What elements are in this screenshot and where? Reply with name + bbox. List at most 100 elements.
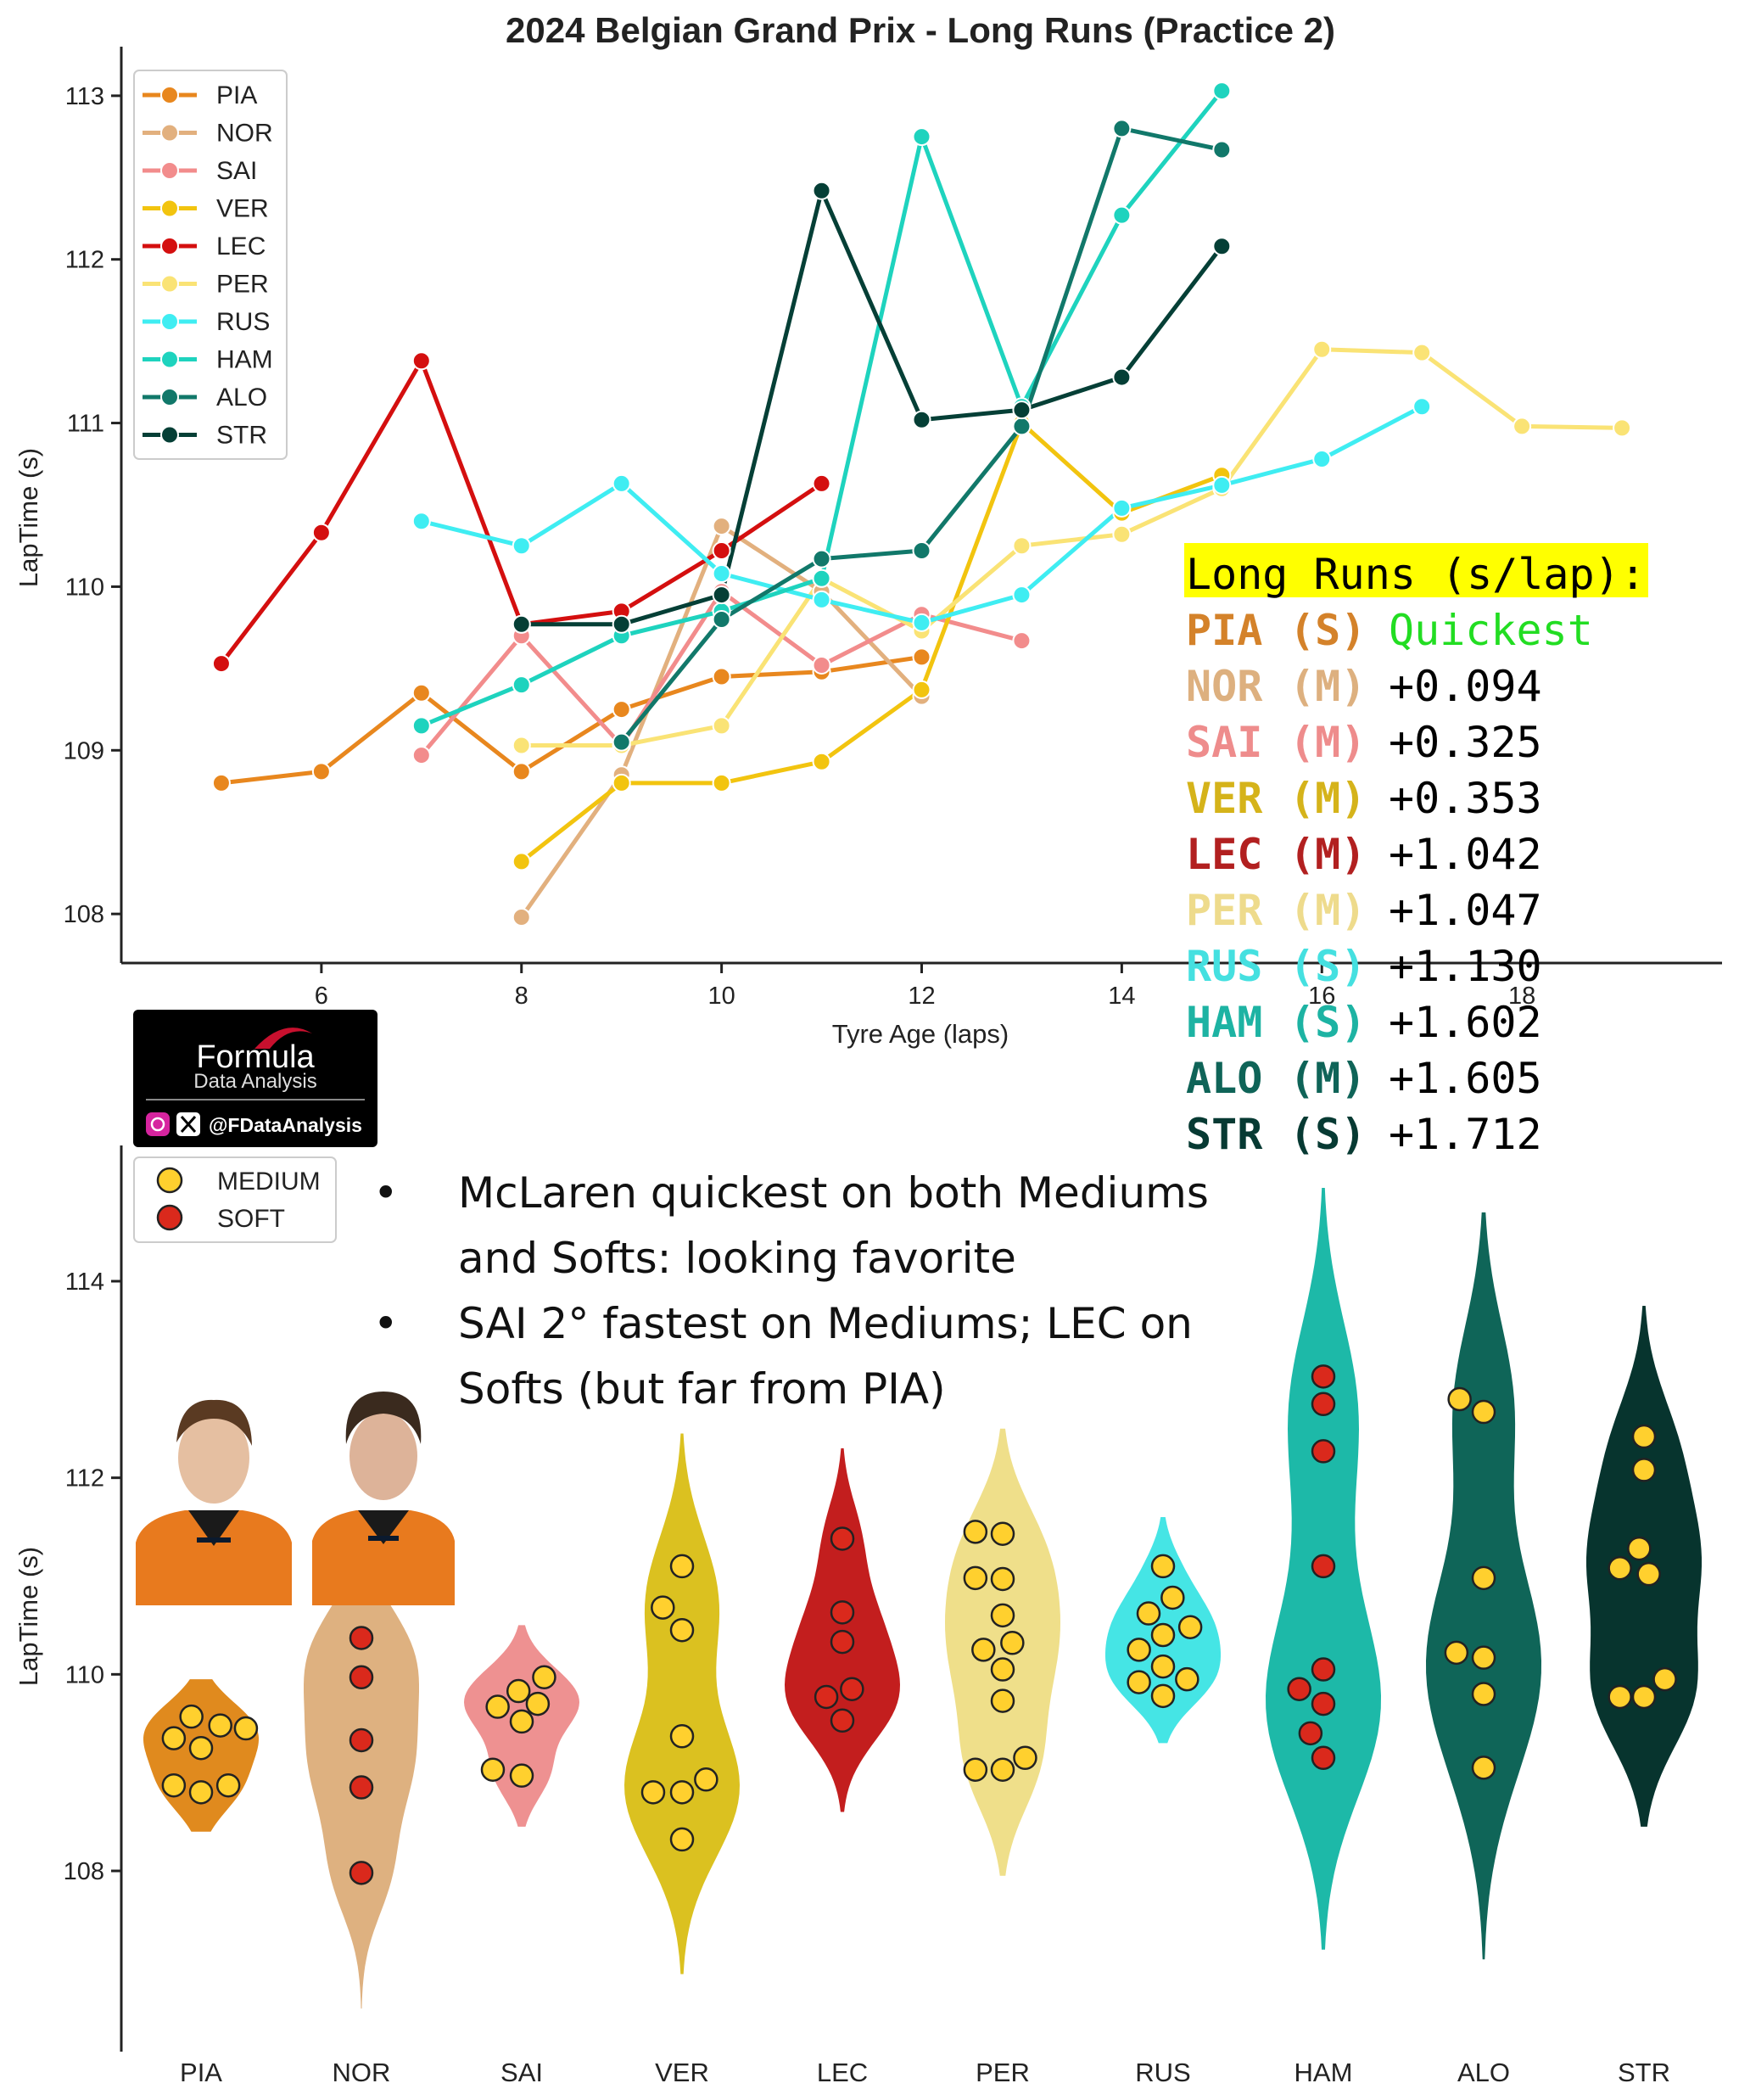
lap-point-nor xyxy=(349,1665,374,1690)
legend-marker-ham xyxy=(160,350,179,369)
lap-point-sai xyxy=(485,1694,510,1719)
lap-point-alo xyxy=(1471,1645,1496,1670)
lap-point-lec xyxy=(830,1600,855,1625)
data-point-sai xyxy=(411,746,431,765)
legend-marker-ver xyxy=(160,199,179,218)
legend-marker-per xyxy=(160,274,179,294)
compound-legend-items: MEDIUM SOFT xyxy=(156,1167,321,1233)
top-y-tick-label: 110 xyxy=(65,574,104,601)
lap-point-per xyxy=(990,1757,1015,1782)
lap-point-rus xyxy=(1177,1615,1203,1639)
summary-delta: +0.353 xyxy=(1389,774,1542,823)
data-point-rus xyxy=(1312,450,1332,468)
data-point-pia xyxy=(311,762,331,781)
data-point-str xyxy=(1012,400,1032,420)
data-point-alo xyxy=(1112,119,1132,138)
legend-marker-nor xyxy=(160,123,179,143)
bottom-x-tick-label: RUS xyxy=(1135,2058,1190,2087)
violin-chart: 108 110 112 114 PIA NOR SAI VER LEC PER RUS HAM ALO… xyxy=(14,1145,1702,2087)
data-point-alo xyxy=(1212,140,1232,160)
summary-compound: (M) xyxy=(1289,1054,1366,1103)
note-text: SAI 2° fastest on Mediums; LEC on xyxy=(458,1299,1193,1348)
lap-point-alo xyxy=(1471,1565,1496,1591)
legend-label-lec: LEC xyxy=(216,232,266,260)
lap-point-per xyxy=(990,1657,1015,1682)
bottom-x-tick-label: HAM xyxy=(1294,2058,1353,2087)
data-point-per xyxy=(512,736,531,755)
bottom-x-tick-label: NOR xyxy=(333,2058,391,2087)
data-point-rus xyxy=(512,536,531,556)
summary-driver: HAM xyxy=(1186,998,1262,1047)
top-y-tick-label: 109 xyxy=(64,737,104,764)
bottom-y-ticks: 108 110 112 114 xyxy=(64,1268,121,1885)
long-runs-summary: Long Runs (s/lap): PIA (S) Quickest NOR (M) +… xyxy=(1184,543,1648,1159)
lap-point-rus xyxy=(1136,1601,1161,1626)
summary-driver: PER xyxy=(1186,886,1263,935)
lap-point-ham xyxy=(1298,1721,1323,1746)
lap-point-alo xyxy=(1471,1399,1496,1425)
legend-marker-sai xyxy=(160,161,179,180)
data-point-per xyxy=(1412,343,1432,362)
data-point-alo xyxy=(712,610,731,629)
top-legend: PIA NOR SAI VER LEC PER RUS HAM ALO STR xyxy=(133,70,288,460)
summary-driver: STR xyxy=(1186,1110,1263,1159)
lap-point-ham xyxy=(1311,1745,1336,1771)
data-point-lec xyxy=(411,351,431,371)
lap-point-ver xyxy=(640,1780,666,1805)
lap-point-lec xyxy=(830,1629,855,1655)
lap-point-per xyxy=(1013,1745,1037,1771)
data-point-str xyxy=(512,614,531,634)
compound-marker-soft xyxy=(156,1204,183,1231)
data-point-nor xyxy=(512,908,531,927)
summary-driver: LEC xyxy=(1186,830,1262,879)
driver-photo-pia xyxy=(134,1381,294,1605)
legend-marker-str xyxy=(160,425,179,445)
lap-point-pia xyxy=(208,1713,232,1738)
data-point-ver xyxy=(612,773,631,792)
data-point-lec xyxy=(812,473,831,493)
top-x-ticks: 6 8 10 12 14 16 18 xyxy=(315,963,1535,1010)
x-icon-glyph xyxy=(180,1116,197,1133)
lap-point-rus xyxy=(1150,1622,1176,1648)
lap-point-lec xyxy=(830,1708,855,1733)
logo-subtitle: Data Analysis xyxy=(193,1070,316,1093)
data-point-ham xyxy=(512,675,531,695)
series-line-ver xyxy=(520,421,1223,864)
summary-compound: (M) xyxy=(1289,774,1366,823)
data-point-str xyxy=(1212,237,1232,256)
series-line-str xyxy=(521,188,1224,627)
top-y-tick-label: 108 xyxy=(64,901,104,928)
lap-point-str xyxy=(1631,1424,1657,1449)
lap-point-pia xyxy=(233,1716,259,1741)
lap-point-alo xyxy=(1444,1640,1469,1666)
driver-portraits xyxy=(134,1381,456,1605)
data-point-rus xyxy=(411,512,431,531)
data-point-ham xyxy=(1112,205,1132,225)
lap-point-nor xyxy=(349,1861,374,1885)
logo-name: Formula xyxy=(196,1039,315,1075)
lap-point-ver xyxy=(694,1767,719,1792)
summary-compound: (M) xyxy=(1289,886,1366,935)
data-point-alo xyxy=(912,541,931,560)
lap-point-rus xyxy=(1127,1670,1151,1694)
data-point-lec xyxy=(311,523,331,542)
top-x-tick-label: 14 xyxy=(1108,983,1135,1010)
legend-marker-lec xyxy=(160,237,179,255)
data-point-alo xyxy=(1012,417,1032,436)
data-point-ver xyxy=(512,852,531,871)
bottom-x-tick-label: PER xyxy=(976,2058,1030,2087)
lap-point-lec xyxy=(830,1526,855,1551)
legend-label-sai: SAI xyxy=(216,157,257,185)
data-point-per xyxy=(1012,536,1032,556)
lap-point-ham xyxy=(1311,1691,1336,1716)
summary-delta: +1.602 xyxy=(1389,998,1542,1047)
summary-delta: +1.130 xyxy=(1389,942,1542,991)
summary-compound: (M) xyxy=(1289,718,1366,767)
summary-driver: SAI xyxy=(1186,718,1262,767)
data-point-str xyxy=(1112,367,1132,387)
top-x-tick-label: 16 xyxy=(1308,983,1335,1010)
lap-point-pia xyxy=(188,1735,214,1761)
lap-point-sai xyxy=(480,1757,506,1782)
driver-photo-nor xyxy=(310,1381,456,1605)
